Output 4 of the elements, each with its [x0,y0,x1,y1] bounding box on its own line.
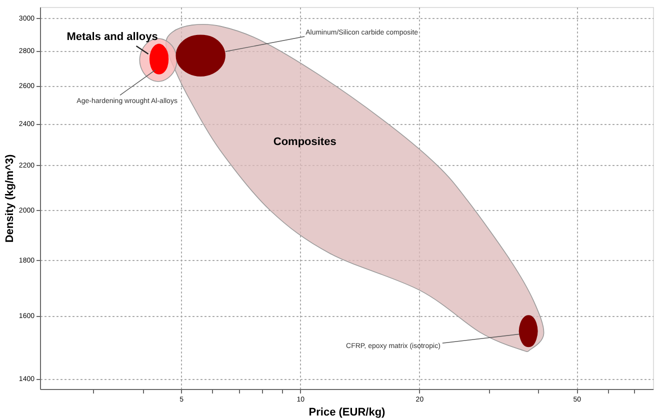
series-label: Metals and alloys [66,31,158,43]
y-axis-title: Density (kg/m^3) [4,154,16,243]
series-label: Composites [273,136,336,148]
x-axis-title: Price (EUR/kg) [308,406,386,418]
